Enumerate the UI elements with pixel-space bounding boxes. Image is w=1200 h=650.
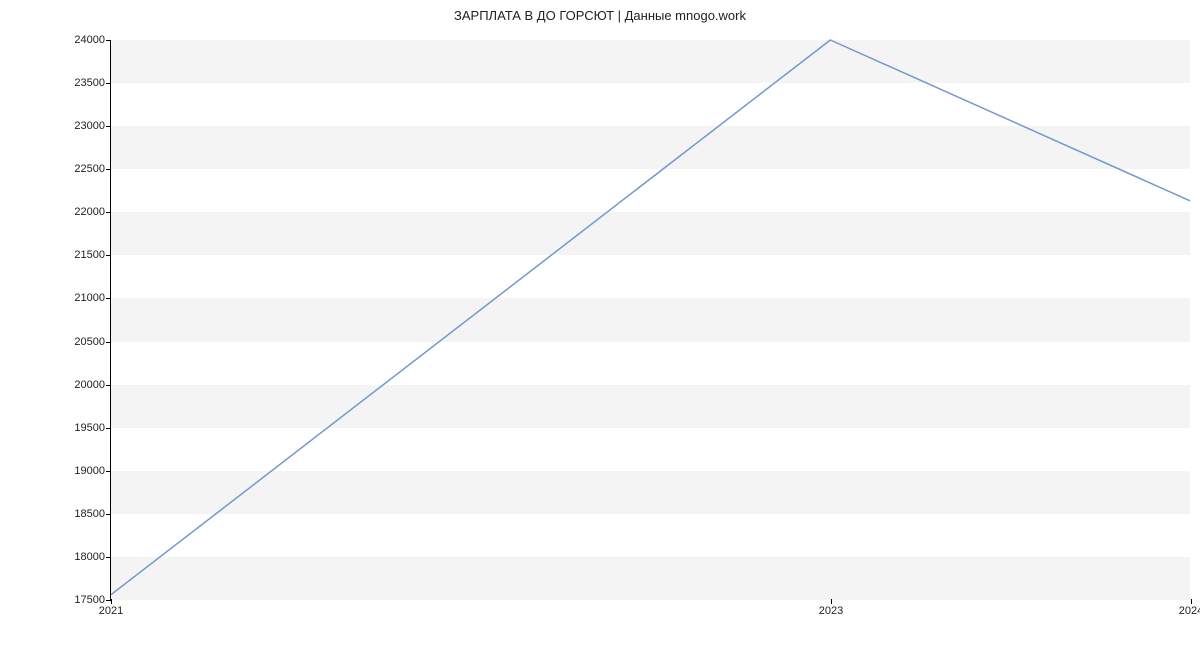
x-tick-label: 2024 <box>1179 599 1200 617</box>
plot-area: 1750018000185001900019500200002050021000… <box>110 40 1190 600</box>
salary-line <box>111 40 1190 595</box>
chart-title: ЗАРПЛАТА В ДО ГОРСЮТ | Данные mnogo.work <box>0 8 1200 23</box>
line-series <box>111 40 1190 599</box>
x-tick-mark <box>111 599 112 604</box>
x-tick-mark <box>1191 599 1192 604</box>
chart-container: ЗАРПЛАТА В ДО ГОРСЮТ | Данные mnogo.work… <box>0 0 1200 650</box>
x-tick-mark <box>831 599 832 604</box>
